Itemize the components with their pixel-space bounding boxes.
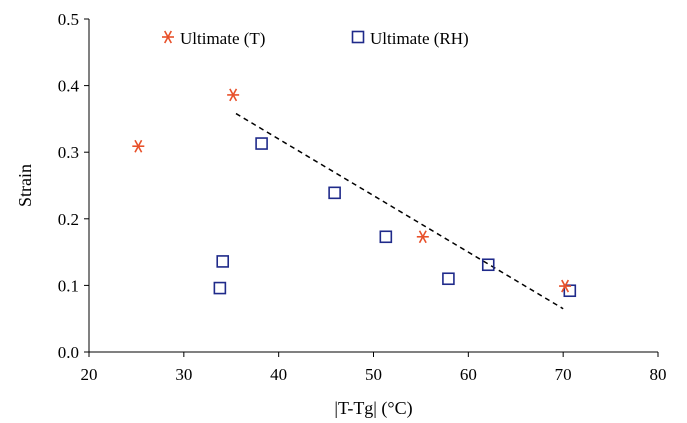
axes: 20 30 40 50 60 70 80 0.0 0.1 0.2 0.3 0.4 0.5 (58, 10, 667, 384)
legend-square-marker (351, 30, 365, 44)
x-tick-label: 60 (460, 365, 477, 384)
data-point-ultimate-rh (563, 284, 577, 298)
data-point-ultimate-rh (328, 186, 341, 200)
data-point-ultimate-rh (442, 272, 455, 286)
legend-label-ultimate-t: Ultimate (T) (180, 29, 265, 48)
x-axis-ticks: 20 30 40 50 60 70 80 (81, 352, 667, 384)
y-tick-label: 0.1 (58, 276, 79, 295)
data-point-ultimate-rh (255, 137, 268, 150)
data-point-ultimate-t (416, 230, 429, 244)
x-axis-label: |T-Tg| (°C) (334, 398, 412, 419)
trendline-layer (235, 112, 564, 310)
legend-marker-ultimate-rh (351, 30, 365, 44)
data-point-ultimate-t (559, 279, 572, 293)
data-point-ultimate-rh (481, 258, 495, 272)
trendline (235, 112, 564, 310)
y-tick-label: 0.4 (58, 77, 80, 96)
y-axis-ticks: 0.0 0.1 0.2 0.3 0.4 0.5 (58, 10, 89, 362)
data-point-ultimate-rh (216, 255, 230, 268)
x-tick-label: 40 (270, 365, 287, 384)
data-point-ultimate-rh (379, 230, 393, 244)
y-tick-label: 0.5 (58, 10, 79, 29)
data-point-ultimate-rh (213, 281, 227, 295)
x-tick-label: 80 (650, 365, 667, 384)
data-points-layer (132, 88, 577, 298)
x-tick-label: 70 (555, 365, 572, 384)
legend-label-ultimate-rh: Ultimate (RH) (370, 29, 469, 48)
data-point-ultimate-t (227, 88, 240, 102)
y-tick-label: 0.2 (58, 210, 79, 229)
x-tick-label: 50 (365, 365, 382, 384)
legend-marker-ultimate-t (162, 30, 174, 44)
x-tick-label: 30 (175, 365, 192, 384)
x-tick-label: 20 (81, 365, 98, 384)
legend: Ultimate (T) Ultimate (RH) (162, 29, 469, 48)
y-axis-label: Strain (15, 164, 35, 207)
y-tick-label: 0.3 (58, 143, 79, 162)
data-point-ultimate-t (132, 139, 145, 153)
legend-asterisk-marker (162, 30, 174, 44)
y-tick-label: 0.0 (58, 343, 79, 362)
